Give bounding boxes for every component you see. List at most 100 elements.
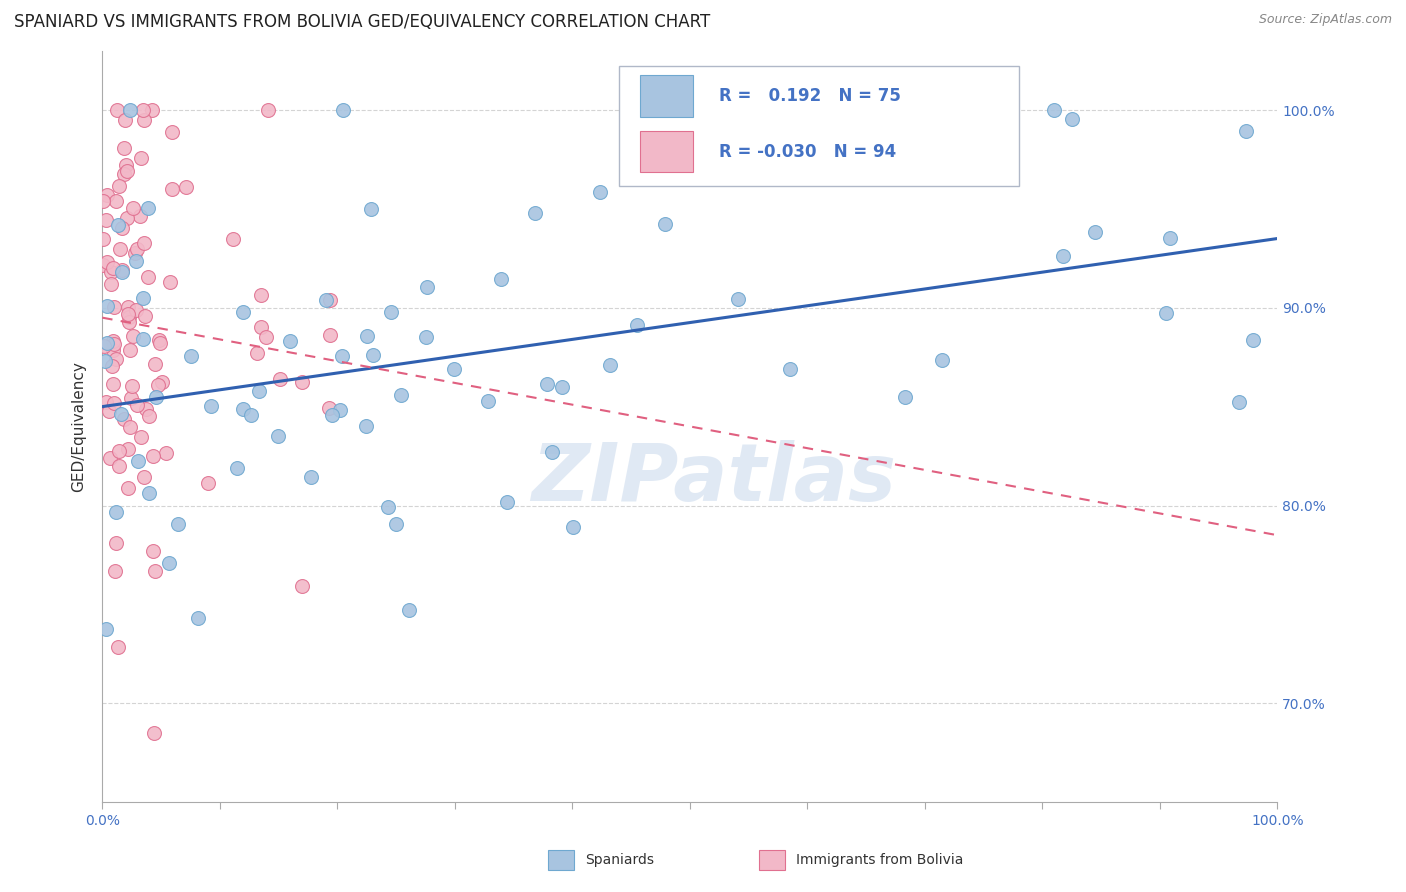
- Point: [779, 362, 801, 376]
- Point: [321, 409, 343, 423]
- Point: [103, 261, 125, 276]
- Point: [1084, 226, 1107, 240]
- Point: [114, 112, 136, 127]
- Point: [232, 304, 254, 318]
- Point: [108, 242, 131, 256]
- Point: [328, 403, 350, 417]
- Point: [589, 185, 612, 199]
- Point: [477, 394, 499, 409]
- Point: [134, 309, 156, 323]
- Point: [135, 401, 157, 416]
- Point: [118, 310, 141, 325]
- Point: [249, 384, 271, 399]
- Point: [318, 293, 340, 307]
- Point: [197, 476, 219, 491]
- Point: [129, 430, 152, 444]
- Point: [129, 210, 152, 224]
- Point: [138, 270, 160, 285]
- Point: [143, 357, 166, 371]
- Point: [112, 141, 135, 155]
- Point: [226, 461, 249, 475]
- Point: [104, 564, 127, 578]
- Text: Spaniards: Spaniards: [585, 853, 654, 867]
- Point: [108, 459, 131, 474]
- Point: [112, 412, 135, 426]
- Point: [143, 564, 166, 578]
- Point: [894, 390, 917, 404]
- Point: [250, 320, 273, 334]
- Point: [727, 292, 749, 306]
- Point: [157, 556, 180, 570]
- Point: [101, 376, 124, 391]
- Point: [159, 276, 181, 290]
- Point: [256, 103, 278, 117]
- Point: [132, 470, 155, 484]
- Point: [104, 194, 127, 209]
- Point: [125, 254, 148, 268]
- Point: [1042, 103, 1064, 117]
- Point: [360, 202, 382, 216]
- Point: [551, 379, 574, 393]
- Point: [96, 188, 118, 202]
- Point: [626, 318, 648, 333]
- Text: ZIPatlas: ZIPatlas: [530, 440, 896, 518]
- Point: [111, 220, 134, 235]
- Point: [187, 610, 209, 624]
- Point: [100, 450, 122, 465]
- Point: [931, 352, 953, 367]
- Point: [541, 445, 564, 459]
- Point: [138, 485, 160, 500]
- Point: [118, 420, 141, 434]
- Point: [443, 362, 465, 376]
- Point: [124, 245, 146, 260]
- Point: [120, 103, 142, 117]
- Point: [107, 640, 129, 655]
- Y-axis label: GED/Equivalency: GED/Equivalency: [72, 361, 86, 491]
- Point: [108, 443, 131, 458]
- Point: [117, 442, 139, 457]
- Point: [112, 168, 135, 182]
- Point: [136, 201, 159, 215]
- Point: [93, 259, 115, 273]
- Point: [93, 194, 115, 208]
- Point: [315, 293, 337, 308]
- Point: [389, 388, 412, 402]
- Point: [122, 328, 145, 343]
- Point: [380, 305, 402, 319]
- Point: [979, 169, 1001, 184]
- Point: [1227, 395, 1250, 409]
- Point: [132, 292, 155, 306]
- Point: [267, 428, 290, 442]
- Point: [108, 178, 131, 193]
- FancyBboxPatch shape: [619, 66, 1019, 186]
- Point: [1154, 306, 1177, 320]
- Point: [377, 500, 399, 515]
- Point: [250, 287, 273, 301]
- Point: [117, 300, 139, 314]
- Point: [118, 315, 141, 329]
- Point: [354, 419, 377, 434]
- Point: [117, 481, 139, 495]
- Point: [125, 303, 148, 318]
- Point: [239, 409, 262, 423]
- Point: [319, 328, 342, 343]
- Point: [107, 219, 129, 233]
- Point: [160, 125, 183, 139]
- Point: [291, 579, 314, 593]
- Point: [110, 407, 132, 421]
- Point: [118, 343, 141, 357]
- Point: [127, 453, 149, 467]
- Point: [332, 103, 354, 117]
- Point: [145, 390, 167, 404]
- Point: [103, 300, 125, 314]
- Point: [254, 330, 277, 344]
- Point: [1241, 333, 1264, 347]
- Point: [398, 603, 420, 617]
- Point: [111, 263, 134, 277]
- Point: [103, 336, 125, 351]
- Point: [654, 217, 676, 231]
- Point: [148, 333, 170, 347]
- Point: [104, 535, 127, 549]
- Point: [120, 391, 142, 405]
- Point: [385, 516, 408, 531]
